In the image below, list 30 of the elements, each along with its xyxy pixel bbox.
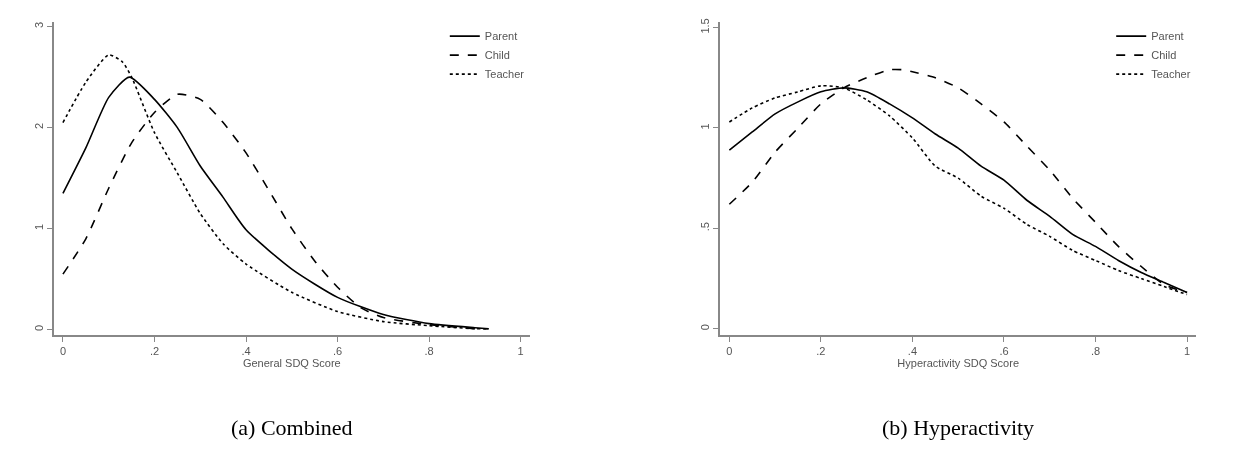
legend-label: Teacher [484,68,525,81]
y-tick-label: 2 [32,122,45,130]
x-tick-label: .8 [1090,344,1101,357]
x-tick-label: 0 [726,344,733,357]
x-tick-label: .4 [907,344,918,357]
x-tick-label: .4 [241,344,251,357]
y-tick-label: 1 [699,123,712,130]
x-tick-label: .2 [816,344,826,357]
x-tick-label: .6 [332,344,343,357]
legend-label: Teacher [1151,68,1191,81]
text: (a) Combined [231,415,353,440]
x-axis-title: General SDQ Score [242,356,341,369]
x-tick-label: .6 [999,344,1009,357]
y-tick-label: 0 [699,324,712,331]
x-tick-label: .8 [424,344,434,357]
x-axis-title: Hyperactivity SDQ Score [897,356,1020,369]
x-tick-label: 1 [1183,344,1191,357]
y-tick-label: 0 [32,324,45,332]
legend-label: Child [1151,49,1177,62]
text: (b) Hyperactivity [882,415,1035,440]
y-tick-label: 1 [32,223,45,231]
y-tick-label: 3 [32,21,45,29]
y-tick-label: 1.5 [699,18,712,34]
x-tick-label: 1 [517,344,524,357]
y-tick-label: .5 [699,222,712,232]
legend-label: Child [484,49,510,62]
x-tick-label: 0 [59,344,67,357]
legend-label: Parent [1151,30,1184,43]
x-tick-label: .2 [149,344,160,357]
legend-label: Parent [484,30,518,43]
